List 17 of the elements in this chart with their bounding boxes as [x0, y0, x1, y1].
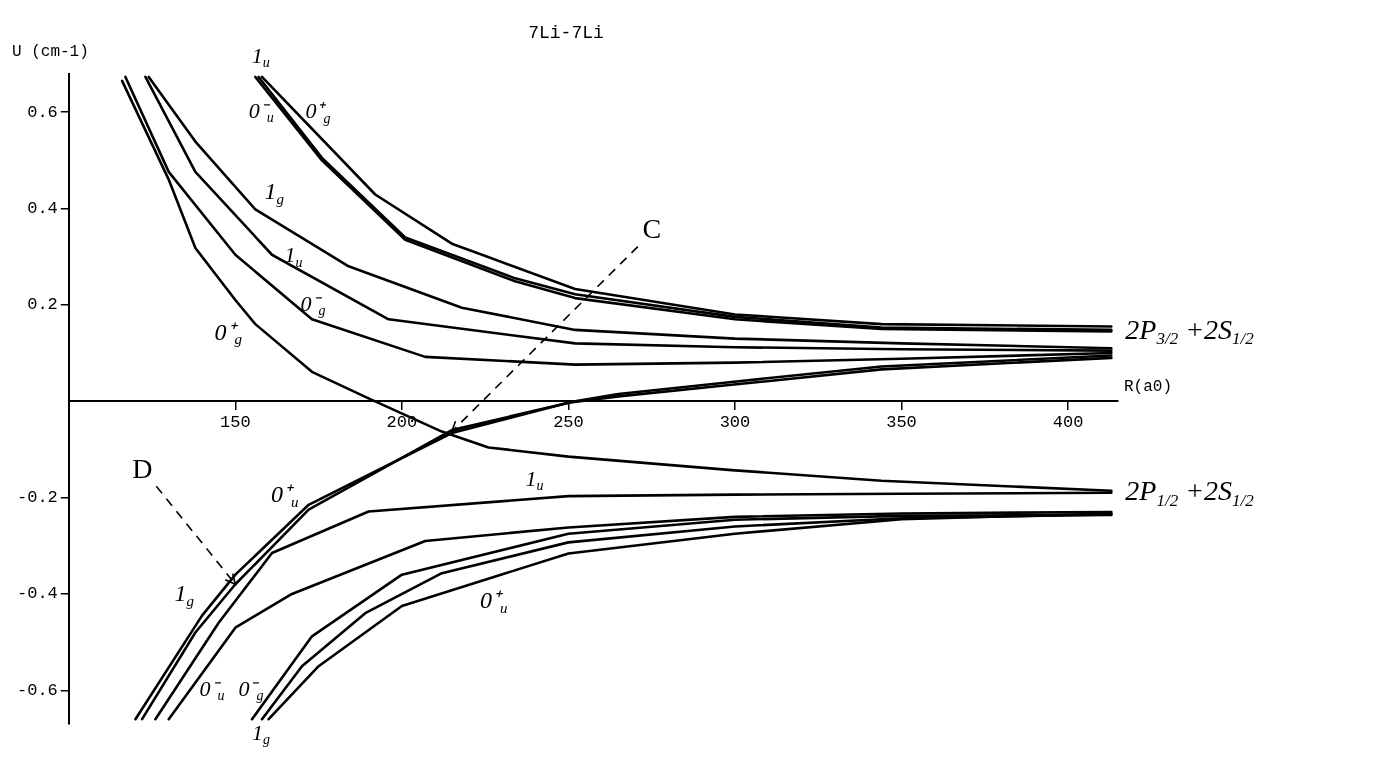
x-tick-label: 250	[553, 412, 584, 432]
y-tick-label: -0.6	[16, 680, 58, 700]
x-tick-label: 350	[886, 412, 917, 432]
y-tick-label: 0.2	[27, 295, 58, 315]
y-axis-title: U (cm-1)	[12, 42, 89, 61]
x-tick-label: 400	[1052, 412, 1084, 432]
y-tick-label: 0.4	[27, 199, 58, 218]
annotation: C	[642, 212, 662, 244]
annotation: D	[132, 452, 153, 484]
chart-title: 7Li-7Li	[528, 22, 604, 43]
x-tick-label: 300	[719, 412, 751, 432]
y-tick-label: 0.6	[27, 102, 58, 122]
x-tick-label: 150	[220, 412, 251, 432]
x-tick-label: 200	[386, 412, 418, 432]
y-tick-label: -0.2	[16, 488, 58, 508]
y-tick-label: -0.4	[16, 584, 58, 604]
x-axis-title: R(a0)	[1124, 378, 1173, 397]
